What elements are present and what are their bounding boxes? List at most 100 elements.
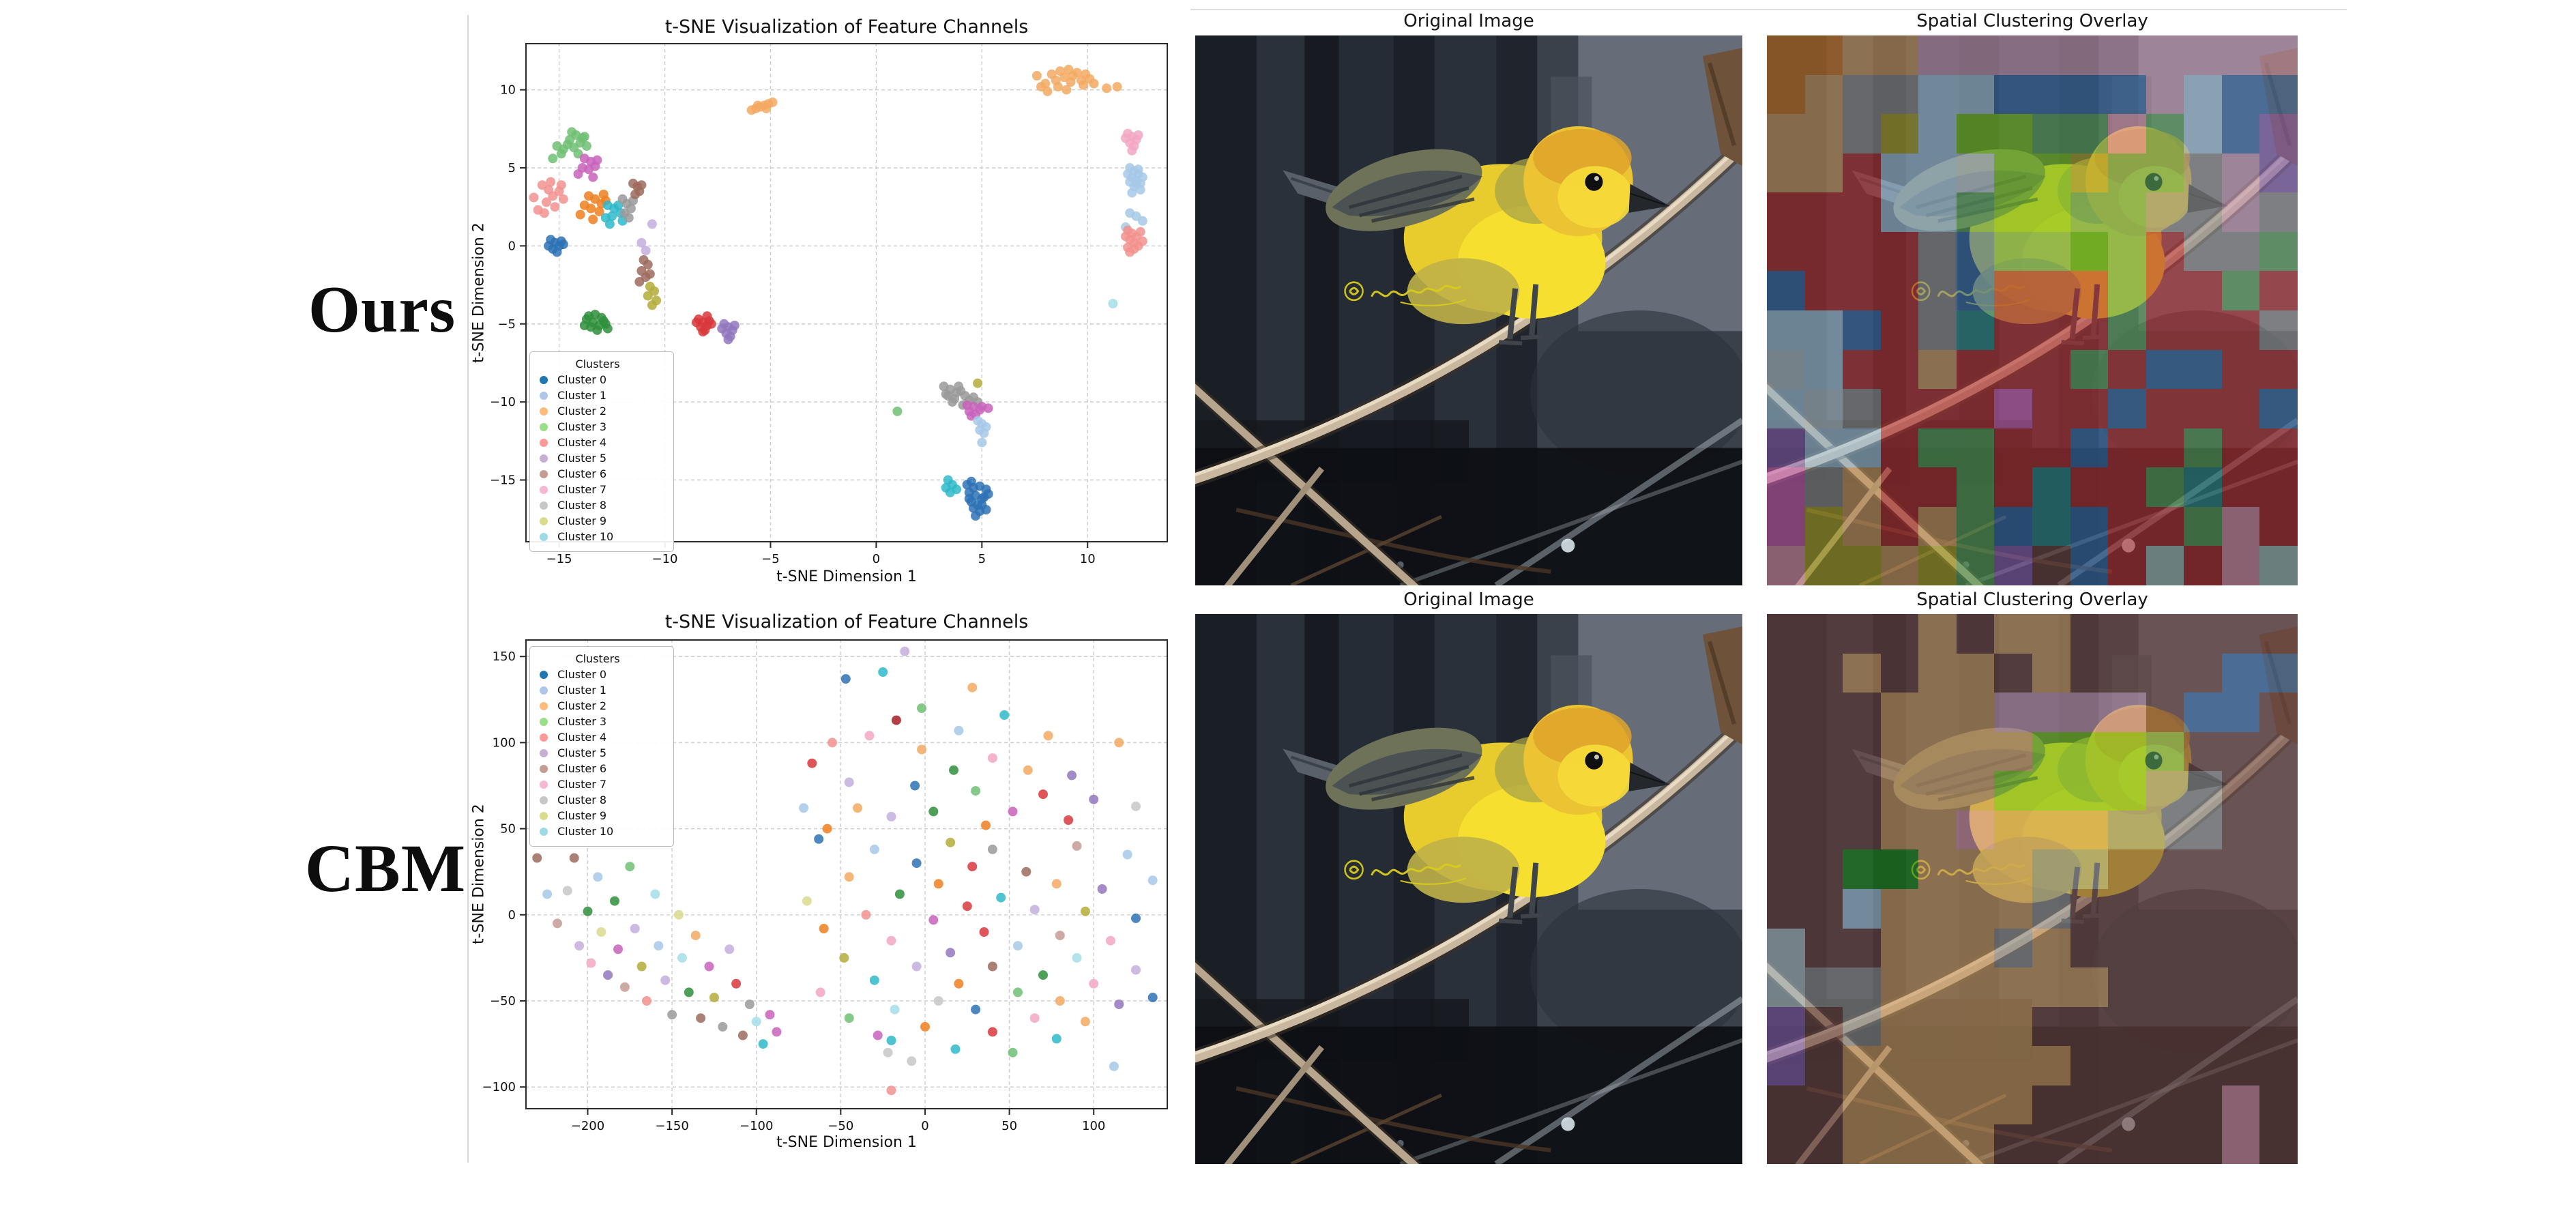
cluster-cell (1956, 192, 1995, 232)
cluster-cell (2032, 849, 2070, 889)
cluster-cell (1880, 35, 1919, 75)
cluster-cell (2146, 889, 2184, 929)
svg-text:−10: −10 (490, 395, 516, 409)
cluster-cell (1880, 231, 1919, 272)
cluster-cell (2032, 928, 2070, 968)
cluster-cell (1956, 849, 1995, 889)
svg-text:−150: −150 (655, 1119, 688, 1133)
cluster-cell (2146, 653, 2184, 693)
cluster-cell (2221, 1006, 2260, 1047)
legend-row: Cluster 1 (540, 388, 656, 403)
cluster-cell (2108, 1085, 2146, 1125)
legend-label: Cluster 0 (557, 668, 607, 681)
cluster-cell (1843, 928, 1881, 968)
cluster-cell (2070, 153, 2109, 193)
cluster-cell (2146, 74, 2184, 115)
cluster-cell (2184, 546, 2222, 585)
cluster-cell (2108, 192, 2146, 232)
cluster-cell (2221, 389, 2260, 428)
cluster-cell (2184, 1085, 2222, 1125)
cluster-cell (2146, 389, 2184, 428)
legend-label: Cluster 7 (557, 483, 607, 496)
cluster-cell (2184, 310, 2222, 350)
cluster-cell (1956, 389, 1995, 428)
cluster-cell (2032, 428, 2070, 468)
cluster-cell (2108, 35, 2146, 75)
cluster-cell (1956, 771, 1995, 811)
cluster-cell (1918, 506, 1957, 547)
cluster-cell (1880, 810, 1919, 850)
cluster-cell (2146, 231, 2184, 272)
cluster-cell (2108, 1124, 2146, 1164)
cluster-cell (2146, 614, 2184, 654)
cluster-cell (2108, 849, 2146, 889)
cluster-cell (1994, 349, 2032, 390)
cbm-chart-xlabel: t-SNE Dimension 1 (776, 1134, 917, 1151)
cluster-cell (2259, 74, 2298, 115)
cluster-cell (1918, 231, 1957, 272)
cluster-cell (2184, 693, 2222, 732)
svg-text:0: 0 (921, 1119, 928, 1133)
cluster-cell (2221, 889, 2260, 929)
cluster-cell (2070, 546, 2109, 585)
cluster-cell (2032, 967, 2070, 1007)
cluster-cell (2221, 653, 2260, 693)
cluster-cell (2259, 653, 2298, 693)
cluster-cell (2259, 1006, 2298, 1047)
cluster-cell (2259, 810, 2298, 850)
cluster-cell (1956, 310, 1995, 350)
cluster-cell (1767, 192, 1805, 232)
cluster-cell (1918, 967, 1957, 1007)
cluster-cell (1918, 310, 1957, 350)
cluster-cell (2184, 35, 2222, 75)
cluster-cell (1804, 389, 1843, 428)
cluster-cell (1918, 849, 1957, 889)
cluster-cell (1843, 889, 1881, 929)
cluster-cell (2070, 310, 2109, 350)
cluster-cell (2108, 467, 2146, 507)
overlay-title-row2: Spatial Clustering Overlay (1916, 589, 2148, 610)
cluster-cell (2070, 389, 2109, 428)
cluster-cell (1880, 153, 1919, 193)
cluster-cell (1843, 1046, 1881, 1086)
cluster-cell (1843, 467, 1881, 507)
cluster-cell (1956, 1085, 1995, 1125)
cluster-cell (2108, 928, 2146, 968)
cluster-cell (1918, 889, 1957, 929)
legend-label: Cluster 5 (557, 452, 607, 465)
legend-row: Cluster 10 (540, 529, 656, 544)
cluster-cell (1918, 693, 1957, 732)
cluster-cell (1804, 35, 1843, 75)
cluster-cell (1767, 74, 1805, 115)
cluster-cell (2146, 506, 2184, 547)
cluster-cell (2184, 1006, 2222, 1047)
legend-swatch-icon (540, 796, 548, 804)
cluster-cell (1804, 810, 1843, 850)
cluster-cell (2184, 731, 2222, 772)
cluster-cell (2259, 1124, 2298, 1164)
cluster-cell (1767, 349, 1805, 390)
legend-row: Cluster 8 (540, 792, 656, 808)
legend-row: Cluster 7 (540, 776, 656, 792)
cluster-cell (2070, 889, 2109, 929)
cluster-cell (2108, 506, 2146, 547)
cluster-cell (1994, 74, 2032, 115)
cluster-cell (1880, 653, 1919, 693)
cluster-cell (1918, 467, 1957, 507)
legend-row: Cluster 9 (540, 808, 656, 824)
cluster-cell (2221, 849, 2260, 889)
legend-row: Cluster 0 (540, 667, 656, 682)
legend-label: Cluster 7 (557, 778, 607, 791)
cluster-cell (2259, 928, 2298, 968)
cluster-cell (1918, 192, 1957, 232)
cluster-cell (2184, 506, 2222, 547)
legend-row: Cluster 5 (540, 745, 656, 761)
ours-cluster-mosaic (1767, 35, 2298, 585)
cluster-cell (2184, 771, 2222, 811)
cluster-cell (2032, 506, 2070, 547)
cluster-cell (1994, 114, 2032, 154)
cluster-cell (2259, 771, 2298, 811)
cluster-cell (2108, 153, 2146, 193)
cluster-cell (2146, 114, 2184, 154)
cluster-cell (1918, 1006, 1957, 1047)
